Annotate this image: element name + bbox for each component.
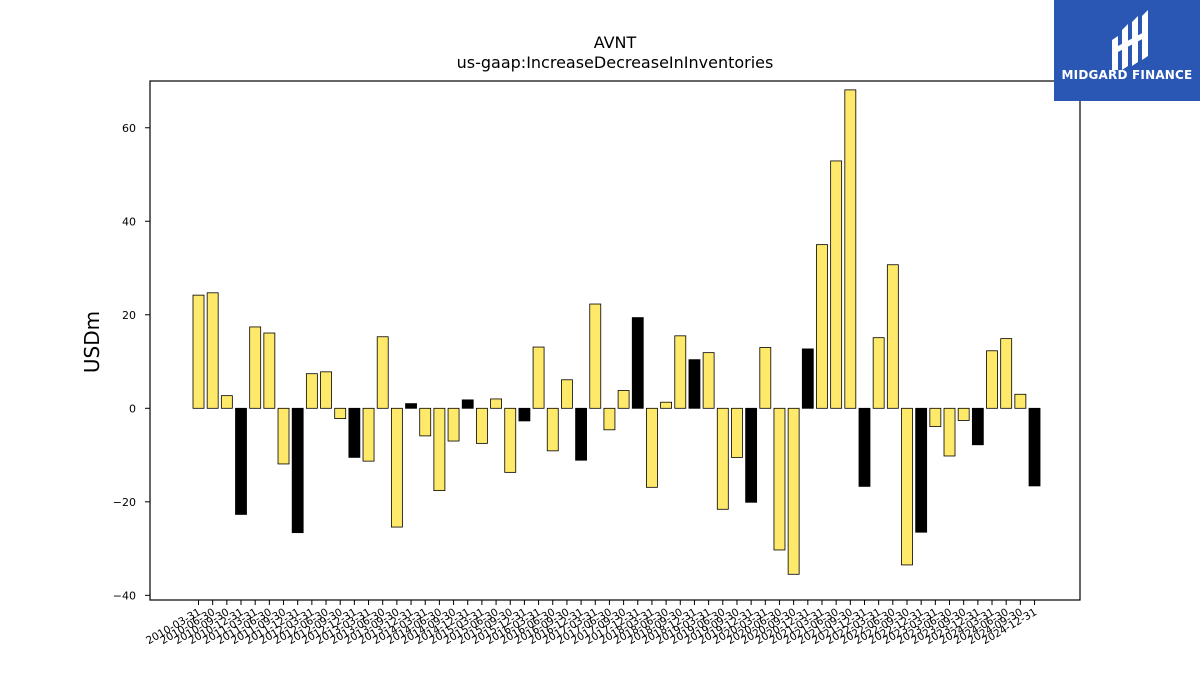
bar-2015-03-31 — [475, 407, 488, 444]
midgard-finance-logo: MIDGARD FINANCE — [1054, 0, 1200, 101]
bar-2018-06-30 — [660, 401, 673, 409]
bar-2017-06-30 — [603, 407, 616, 431]
logo-text: MIDGARD FINANCE — [1061, 68, 1193, 82]
bar-2016-03-31 — [532, 346, 545, 409]
chart-subtitle: us-gaap:IncreaseDecreaseInInventories — [456, 53, 774, 72]
bar-2021-09-30 — [844, 89, 857, 409]
bar-2014-03-31 — [419, 407, 432, 437]
bar-2014-06-30 — [433, 407, 446, 491]
bar-2011-06-30 — [263, 332, 276, 409]
bar-2016-12-31 — [575, 407, 587, 461]
bar-2013-09-30 — [390, 407, 403, 528]
bar-2013-03-31 — [362, 407, 375, 462]
bar-2019-12-31 — [745, 407, 758, 503]
bar-2020-03-31 — [759, 347, 772, 409]
bar-2012-12-31 — [348, 407, 361, 458]
bar-2023-06-30 — [943, 407, 956, 457]
bar-2014-12-31 — [461, 399, 474, 409]
bar-2014-09-30 — [447, 407, 460, 442]
bar-2015-09-30 — [504, 407, 517, 473]
bar-2016-09-30 — [561, 379, 573, 409]
bar-2018-09-30 — [674, 335, 687, 409]
bar-2022-03-31 — [872, 337, 885, 409]
bar-2021-03-31 — [816, 244, 828, 409]
bar-2024-12-31 — [1028, 407, 1041, 487]
bar-2019-09-30 — [731, 407, 743, 458]
bar-2021-06-30 — [830, 160, 843, 409]
bar-2024-09-30 — [1014, 393, 1027, 409]
bar-2018-12-31 — [688, 359, 701, 409]
x-axis: 2010-03-312010-06-302010-09-302010-12-31… — [144, 600, 1039, 647]
bar-2011-12-31 — [291, 407, 304, 534]
bar-2022-12-31 — [915, 407, 928, 533]
y-tick-label: 0 — [129, 402, 136, 415]
bar-2020-12-31 — [801, 348, 814, 409]
y-tick-label: 20 — [122, 309, 136, 322]
bar-2016-06-30 — [546, 407, 559, 452]
bar-2019-03-31 — [702, 352, 715, 409]
plot-frame — [149, 80, 1081, 601]
bar-2019-06-30 — [716, 407, 729, 510]
bar-2012-09-30 — [334, 407, 347, 419]
bar-2010-03-31 — [192, 294, 205, 409]
bar-2022-09-30 — [901, 407, 913, 566]
bar-2013-06-30 — [376, 336, 389, 409]
bar-2022-06-30 — [886, 264, 899, 409]
bar-2023-03-31 — [929, 407, 942, 427]
bar-2017-12-31 — [631, 317, 644, 409]
bar-2010-09-30 — [220, 395, 233, 409]
y-axis-label: USDm — [80, 311, 104, 373]
bar-2018-03-31 — [646, 407, 658, 488]
bar-2020-06-30 — [773, 407, 786, 551]
bar-2023-12-31 — [971, 407, 984, 446]
bar-2023-09-30 — [957, 407, 970, 421]
bar-2012-03-31 — [305, 373, 318, 409]
bar-2010-06-30 — [206, 292, 219, 409]
bar-2011-09-30 — [277, 407, 290, 465]
y-tick-label: 60 — [122, 122, 136, 135]
bar-2017-09-30 — [617, 390, 630, 409]
midgard-logo-icon — [1112, 10, 1148, 70]
bar-2024-06-30 — [1000, 338, 1013, 409]
bar-2021-12-31 — [858, 407, 871, 487]
bar-2010-12-31 — [235, 407, 247, 515]
bar-2012-06-30 — [320, 371, 332, 409]
bar-2015-12-31 — [518, 407, 531, 422]
bar-2011-03-31 — [249, 326, 262, 409]
bar-2017-03-31 — [589, 303, 602, 409]
y-tick-label: −20 — [113, 496, 136, 509]
bars-group — [192, 89, 1041, 575]
y-axis: −40 −20 0 20 40 60 — [113, 122, 150, 602]
bar-2013-12-31 — [405, 403, 417, 409]
y-tick-label: 40 — [122, 215, 136, 228]
bar-2020-09-30 — [787, 407, 800, 575]
bar-2015-06-30 — [490, 398, 502, 409]
bar-2024-03-31 — [986, 350, 998, 409]
y-tick-label: −40 — [113, 589, 136, 602]
chart-title: AVNT — [593, 33, 637, 52]
